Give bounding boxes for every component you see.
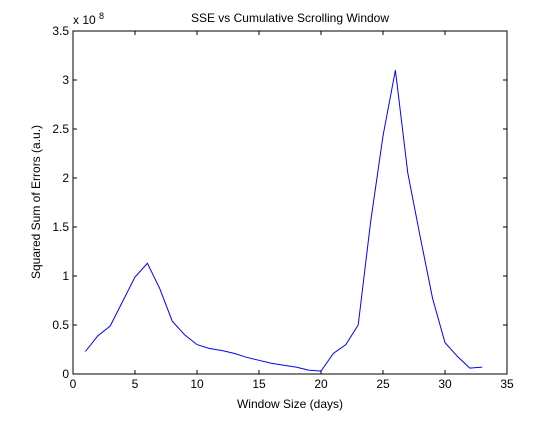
y-exponent-base: x 10	[73, 13, 96, 27]
x-tick-label: 0	[70, 377, 77, 391]
y-tick-label: 1	[62, 269, 69, 283]
y-axis-label: Squared Sum of Errors (a.u.)	[29, 125, 43, 279]
y-tick-label: 2	[62, 171, 69, 185]
y-tick-label: 2.5	[52, 122, 69, 136]
y-exponent-power: 8	[99, 11, 104, 21]
series-line	[85, 70, 483, 372]
x-axis-label: Window Size (days)	[237, 397, 343, 411]
x-axis-ticks: 0 5 10 15 20 25 30 35	[70, 31, 514, 391]
x-tick-label: 25	[376, 377, 390, 391]
x-tick-label: 20	[314, 377, 328, 391]
y-tick-label: 3	[62, 73, 69, 87]
x-tick-label: 10	[190, 377, 204, 391]
y-tick-label: 3.5	[52, 24, 69, 38]
chart-title: SSE vs Cumulative Scrolling Window	[191, 11, 389, 25]
y-axis-exponent: x 10 8	[73, 11, 104, 27]
x-tick-label: 35	[500, 377, 514, 391]
y-tick-label: 0.5	[52, 318, 69, 332]
x-tick-label: 15	[252, 377, 266, 391]
y-tick-label: 1.5	[52, 220, 69, 234]
x-tick-label: 30	[438, 377, 452, 391]
plot-area	[72, 30, 508, 375]
x-tick-label: 5	[132, 377, 139, 391]
y-tick-label: 0	[62, 367, 69, 381]
y-axis-ticks: 0 0.5 1 1.5 2 2.5 3 3.5	[52, 24, 507, 381]
